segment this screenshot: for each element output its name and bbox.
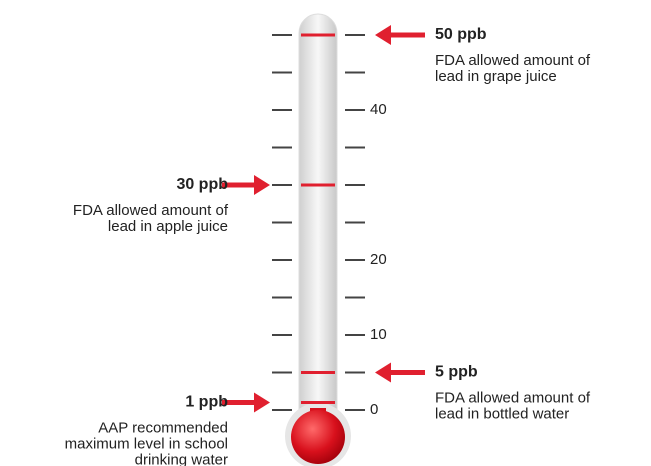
marker-text: lead in apple juice <box>108 218 228 235</box>
arrow-head <box>375 25 391 45</box>
y-tick-label: 40 <box>370 101 387 118</box>
marker-label: 30 ppb <box>176 176 228 193</box>
marker-text: lead in grape juice <box>435 68 557 85</box>
y-tick-label: 0 <box>370 401 378 418</box>
arrow-head <box>254 175 270 195</box>
marker-text: FDA allowed amount of <box>435 389 591 406</box>
marker-text: AAP recommended <box>98 419 228 436</box>
marker-label: 1 ppb <box>185 394 228 411</box>
marker-label: 50 ppb <box>435 26 487 43</box>
y-tick-label: 20 <box>370 251 387 268</box>
arrow-head <box>254 392 270 413</box>
marker-text: maximum level in school <box>65 435 228 452</box>
marker-text: FDA allowed amount of <box>435 52 591 69</box>
bulb <box>291 410 345 464</box>
arrow-head <box>375 362 391 383</box>
y-tick-label: 10 <box>370 326 387 343</box>
marker-label: 5 ppb <box>435 364 478 381</box>
marker-text: lead in bottled water <box>435 405 569 422</box>
marker-text: drinking water <box>135 451 228 466</box>
marker-text: FDA allowed amount of <box>73 202 229 219</box>
